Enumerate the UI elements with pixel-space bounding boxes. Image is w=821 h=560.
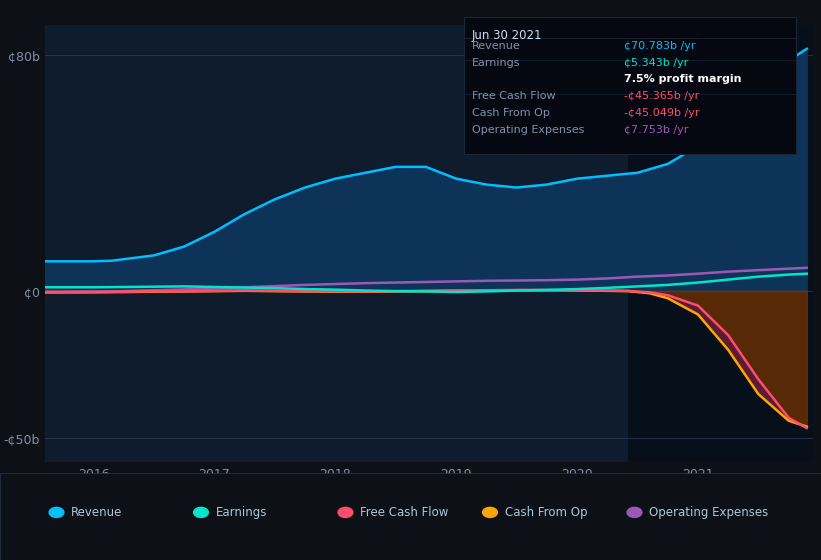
Text: -¢45.049b /yr: -¢45.049b /yr	[624, 108, 699, 118]
Text: ¢7.753b /yr: ¢7.753b /yr	[624, 125, 688, 135]
Text: Free Cash Flow: Free Cash Flow	[360, 506, 448, 519]
Text: Operating Expenses: Operating Expenses	[649, 506, 768, 519]
Text: Cash From Op: Cash From Op	[472, 108, 550, 118]
Text: 7.5% profit margin: 7.5% profit margin	[624, 74, 741, 85]
Text: Operating Expenses: Operating Expenses	[472, 125, 585, 135]
Text: Earnings: Earnings	[472, 58, 521, 68]
Text: Free Cash Flow: Free Cash Flow	[472, 91, 556, 101]
Text: ¢70.783b /yr: ¢70.783b /yr	[624, 41, 695, 51]
Bar	[628, 25, 813, 462]
Text: ¢5.343b /yr: ¢5.343b /yr	[624, 58, 688, 68]
Text: -¢45.365b /yr: -¢45.365b /yr	[624, 91, 699, 101]
Text: Earnings: Earnings	[216, 506, 267, 519]
Text: Jun 30 2021: Jun 30 2021	[472, 29, 543, 42]
Text: Revenue: Revenue	[71, 506, 122, 519]
Text: Cash From Op: Cash From Op	[505, 506, 587, 519]
Text: Revenue: Revenue	[472, 41, 521, 51]
